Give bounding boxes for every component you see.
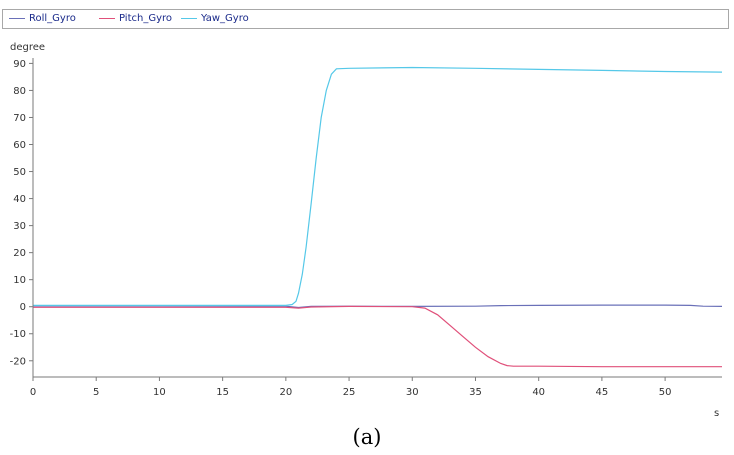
x-axis: 0 5 10 15 20 25 30 35 40 45 50 xyxy=(30,377,672,398)
y-tick-label: 10 xyxy=(13,275,26,286)
y-tick-label: 80 xyxy=(13,86,26,97)
x-tick-label: 25 xyxy=(343,387,356,398)
y-tick-label: -10 xyxy=(10,329,26,340)
legend-label-pitch: Pitch_Gyro xyxy=(119,13,173,24)
x-tick-label: 15 xyxy=(216,387,229,398)
x-axis-label: s xyxy=(714,408,719,419)
legend-label-yaw: Yaw_Gyro xyxy=(201,13,249,24)
x-tick-label: 10 xyxy=(153,387,166,398)
x-tick-label: 20 xyxy=(279,387,292,398)
x-tick-label: 5 xyxy=(93,387,99,398)
series-line-roll-gyro xyxy=(33,304,723,309)
y-tick-label: 40 xyxy=(13,194,26,205)
y-axis: -20 -10 0 10 20 30 40 50 60 70 80 90 xyxy=(10,59,33,367)
legend-item-roll[interactable]: Roll_Gyro xyxy=(9,12,76,26)
x-tick-label: 40 xyxy=(532,387,545,398)
x-tick-label: 0 xyxy=(30,387,36,398)
x-tick-label: 45 xyxy=(596,387,609,398)
legend-item-pitch[interactable]: Pitch_Gyro xyxy=(99,12,172,26)
legend: Roll_Gyro Pitch_Gyro Yaw_Gyro xyxy=(2,9,729,29)
figure-caption: (a) xyxy=(352,425,382,449)
series-line-yaw-gyro xyxy=(33,66,723,306)
x-tick-label: 30 xyxy=(406,387,419,398)
y-tick-label: 20 xyxy=(13,248,26,259)
y-tick-label: 50 xyxy=(13,167,26,178)
y-tick-label: 30 xyxy=(13,221,26,232)
y-tick-label: 0 xyxy=(20,302,26,313)
x-tick-label: 35 xyxy=(469,387,482,398)
legend-swatch-pitch xyxy=(99,17,115,19)
y-tick-label: 60 xyxy=(13,140,26,151)
legend-label-roll: Roll_Gyro xyxy=(29,13,76,24)
line-chart: degree -20 -10 0 10 20 30 40 50 60 70 80 90 0 5 10 15 2… xyxy=(10,42,723,419)
x-tick-label: 50 xyxy=(659,387,672,398)
legend-swatch-roll xyxy=(9,17,25,19)
y-axis-label: degree xyxy=(10,42,45,53)
y-tick-label: -20 xyxy=(10,356,26,367)
plot-area xyxy=(33,66,723,368)
y-tick-label: 70 xyxy=(13,113,26,124)
legend-swatch-yaw xyxy=(181,17,197,19)
y-tick-label: 90 xyxy=(13,59,26,70)
legend-item-yaw[interactable]: Yaw_Gyro xyxy=(181,12,249,26)
series-line-pitch-gyro xyxy=(33,305,722,368)
